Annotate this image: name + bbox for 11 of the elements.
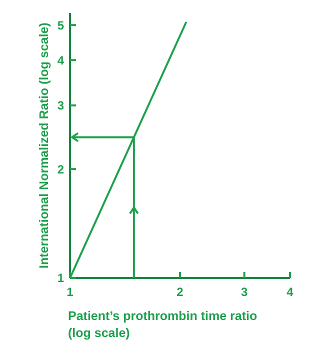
y-tick-label: 5	[57, 18, 64, 32]
x-tick-label: 1	[66, 285, 74, 299]
x-axis-title: Patient’s prothrombin time ratio (log scale)	[68, 309, 258, 340]
y-axis-title: International Normalized Ratio (log scale)	[37, 22, 51, 268]
y-tick-label: 4	[57, 53, 64, 68]
y-tick-label: 2	[57, 162, 64, 176]
x-tick-label: 3	[241, 285, 248, 299]
y-tick-label: 3	[57, 98, 64, 113]
x-tick-label: 4	[286, 285, 294, 299]
y-tick-label: 1	[57, 271, 64, 286]
x-tick-label: 2	[176, 285, 184, 299]
